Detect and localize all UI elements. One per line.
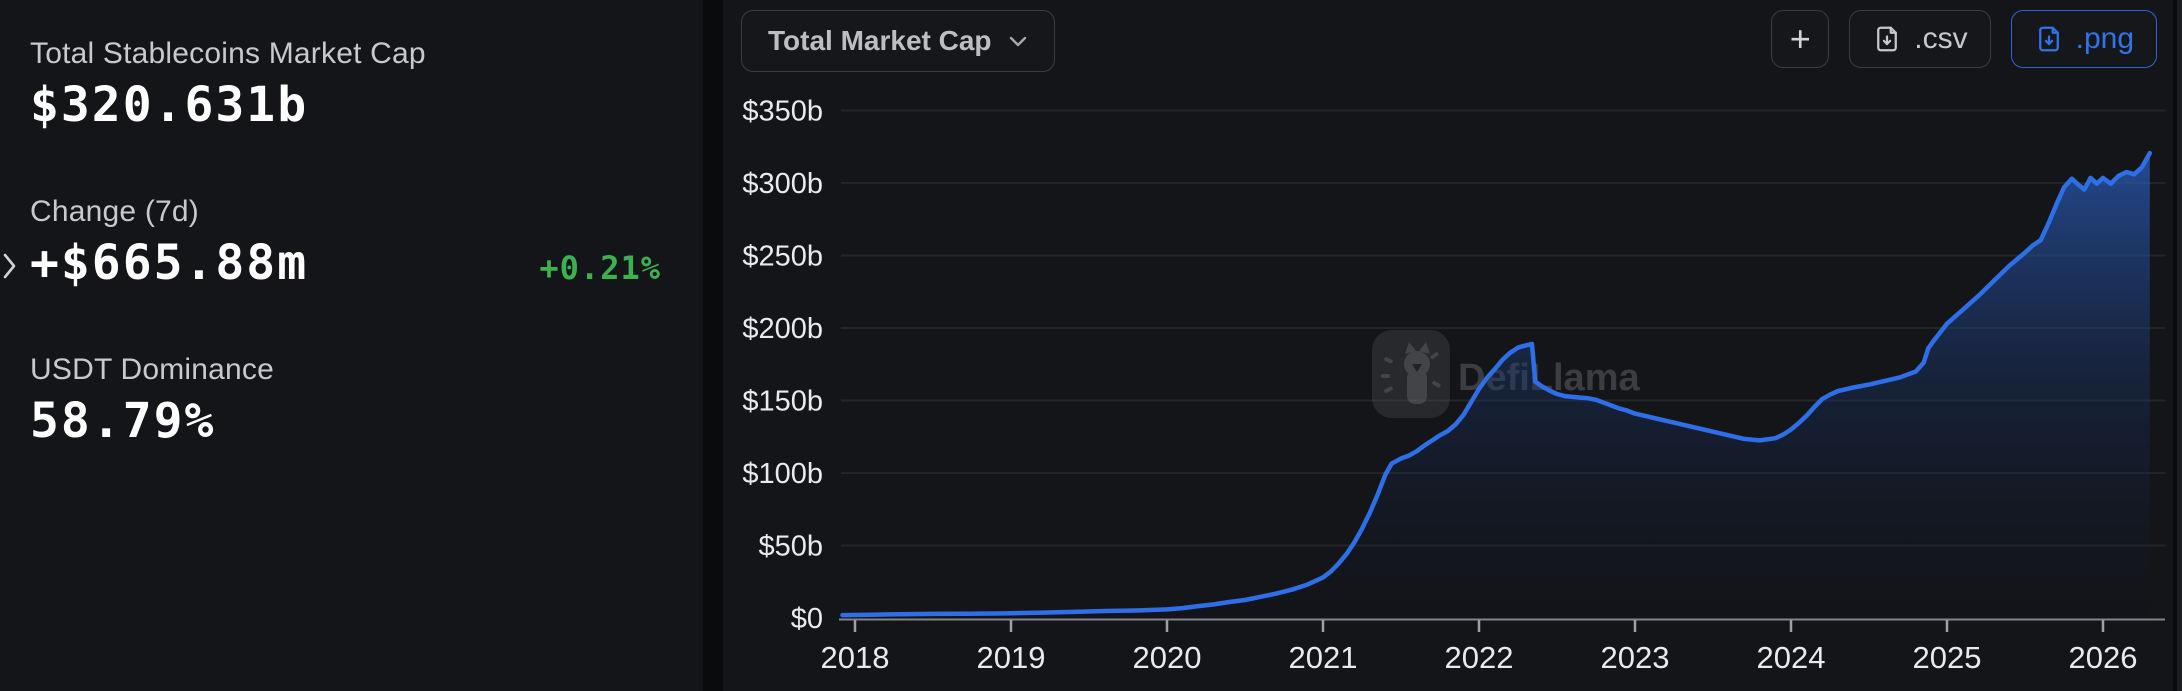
svg-text:2026: 2026 [2069,640,2138,675]
svg-text:2022: 2022 [1445,640,1514,675]
chart-toolbar: Total Market Cap + .csv [741,10,2157,72]
series-layer [840,150,2153,619]
export-csv-button[interactable]: .csv [1849,10,1991,68]
stat-label: Change (7d) [30,195,199,228]
svg-text:2021: 2021 [1289,640,1358,675]
svg-text:2018: 2018 [821,640,890,675]
metric-selector-dropdown[interactable]: Total Market Cap [741,10,1055,72]
plus-icon: + [1789,18,1811,59]
usdt-dominance-stat: USDT Dominance 58.79% [30,352,703,448]
chart-panel: Total Market Cap + .csv [723,0,2173,691]
defillama-logo-icon [1372,330,1450,418]
change-7d-stat: Change (7d) +$665.88m +0.21% [30,194,703,290]
stat-label: USDT Dominance [30,353,275,386]
export-buttons: + .csv .png [1771,10,2157,68]
svg-text:2024: 2024 [1757,640,1826,675]
change-percent-badge: +0.21% [539,249,661,287]
add-chart-button[interactable]: + [1771,10,1830,68]
svg-text:2025: 2025 [1913,640,1982,675]
export-png-label: .png [2075,22,2134,55]
svg-text:$300b: $300b [742,168,823,200]
adjacent-card-edge [2177,0,2182,691]
export-csv-label: .csv [1914,22,1968,55]
metric-selector-label: Total Market Cap [768,25,992,56]
svg-text:2020: 2020 [1133,640,1202,675]
market-cap-chart[interactable]: DefiLlama $0$50b$100b$150b$200b$250b$300… [723,0,2173,691]
svg-text:$250b: $250b [742,241,823,273]
stat-value: $320.631b [30,77,309,133]
axis-layer: $0 $50b $100b $150b $200b $250b $300b $350b 2018… [742,96,2165,675]
stats-panel: Total Stablecoins Market Cap $320.631b C… [0,0,703,691]
export-png-button[interactable]: .png [2010,10,2157,68]
svg-text:$200b: $200b [742,313,823,345]
chevron-right-icon [3,253,16,279]
svg-text:$150b: $150b [742,386,823,418]
svg-text:$0: $0 [791,603,823,635]
expand-panel-chevron[interactable] [2,250,18,282]
file-download-icon [2038,26,2059,52]
stat-value: +$665.88m [30,235,309,291]
svg-text:$350b: $350b [742,96,823,128]
svg-text:$50b: $50b [758,531,823,563]
stat-value: 58.79% [30,393,216,449]
svg-text:$100b: $100b [742,458,823,490]
file-download-icon [1877,26,1898,52]
total-market-cap-stat: Total Stablecoins Market Cap $320.631b [30,36,703,132]
stat-label: Total Stablecoins Market Cap [30,37,426,70]
svg-text:2019: 2019 [977,640,1046,675]
svg-text:2023: 2023 [1601,640,1670,675]
chevron-down-icon [1009,36,1026,46]
